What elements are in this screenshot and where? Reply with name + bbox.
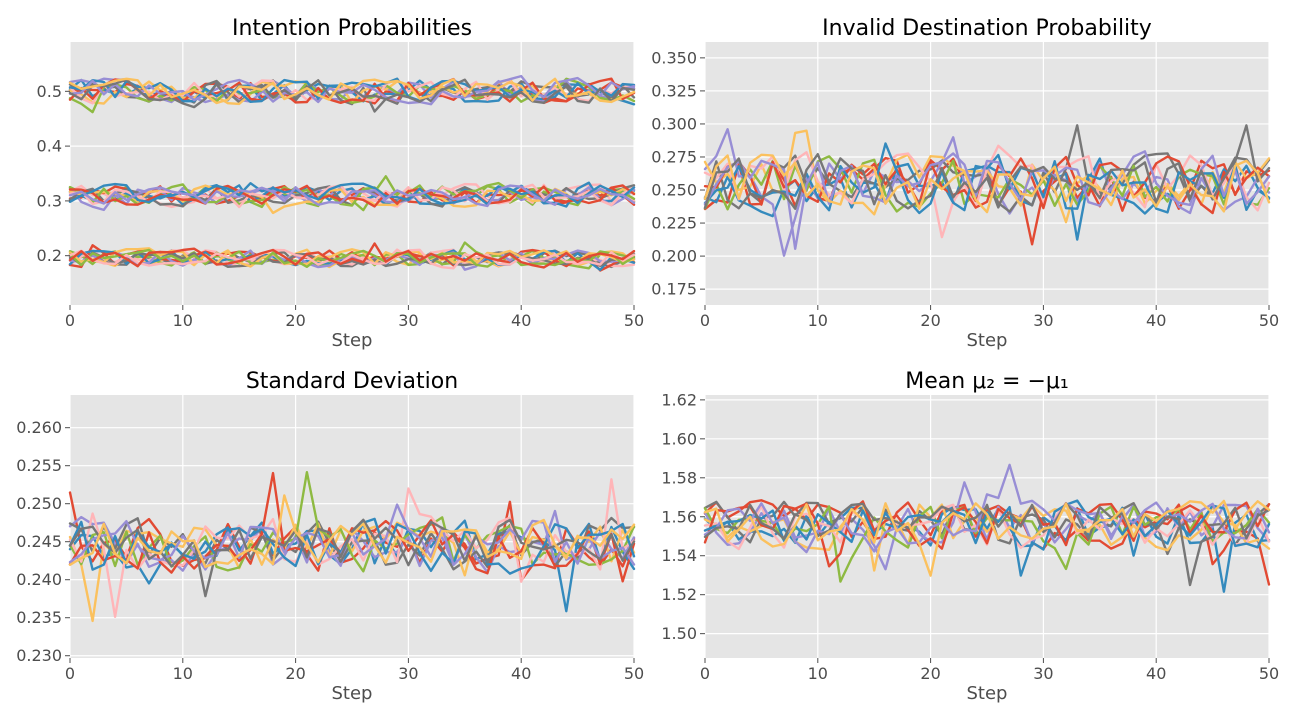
x-tick-label: 40 [1146, 664, 1166, 683]
y-tick-label: 1.52 [661, 585, 697, 604]
chart-title: Standard Deviation [246, 369, 458, 394]
x-tick-label: 10 [808, 664, 828, 683]
series-line [703, 124, 1271, 213]
y-tick-label: 0.240 [16, 570, 62, 589]
y-tick-label: 0.245 [16, 532, 62, 551]
series-line [703, 142, 1271, 215]
y-tick-label: 0.235 [16, 608, 62, 627]
series-group [68, 471, 636, 623]
y-tick-label: 0.175 [651, 280, 697, 299]
series-line [68, 518, 636, 598]
series-line [68, 184, 636, 208]
chart-title: Invalid Destination Probability [822, 16, 1152, 41]
y-tick-label: 0.260 [16, 418, 62, 437]
series-line [703, 499, 1271, 577]
series-line [68, 471, 636, 583]
series-line [703, 500, 1271, 556]
y-tick-label: 0.250 [651, 181, 697, 200]
x-tick-label: 30 [398, 311, 418, 330]
series-line [68, 494, 636, 569]
series-line [703, 155, 1271, 215]
y-tick-label: 0.250 [16, 494, 62, 513]
x-tick-label: 40 [511, 311, 531, 330]
x-tick-label: 30 [398, 664, 418, 683]
x-tick-label: 50 [624, 311, 644, 330]
y-tick-label: 0.5 [37, 82, 62, 101]
y-tick-label: 0.2 [37, 246, 62, 265]
y-tick-label: 0.200 [651, 247, 697, 266]
y-tick-label: 0.225 [651, 214, 697, 233]
plot-area [70, 395, 634, 658]
y-tick-label: 0.230 [16, 646, 62, 665]
x-axis-label: Step [967, 330, 1008, 351]
x-tick-label: 10 [808, 311, 828, 330]
x-tick-label: 0 [65, 664, 75, 683]
x-tick-label: 0 [700, 664, 710, 683]
series-line [68, 77, 636, 105]
series-line [68, 247, 636, 268]
y-tick-label: 0.255 [16, 456, 62, 475]
x-tick-label: 10 [173, 311, 193, 330]
series-line [68, 478, 636, 618]
x-tick-label: 0 [65, 311, 75, 330]
series-line [703, 127, 1271, 257]
y-tick-label: 0.325 [651, 81, 697, 100]
series-line [68, 248, 636, 270]
subplot-intention-probabilities: Intention Probabilities Step 0 10 20 30 40 50… [37, 16, 645, 351]
y-tick-label: 1.56 [661, 507, 697, 526]
series-group [68, 74, 636, 272]
x-tick-label: 20 [920, 664, 940, 683]
y-tick-label: 0.300 [651, 114, 697, 133]
x-tick-label: 20 [920, 311, 940, 330]
x-tick-label: 10 [173, 664, 193, 683]
x-tick-label: 20 [285, 664, 305, 683]
y-tick-label: 0.3 [37, 191, 62, 210]
series-line [68, 74, 636, 106]
subplot-standard-deviation: Standard Deviation Step 0 10 20 30 40 50 0.230… [16, 369, 644, 704]
series-group [703, 463, 1271, 593]
x-tick-label: 30 [1033, 664, 1053, 683]
series-line [703, 463, 1271, 554]
x-axis-label: Step [967, 683, 1008, 704]
y-tick-label: 1.50 [661, 624, 697, 643]
series-line [703, 499, 1271, 577]
y-tick-label: 1.62 [661, 390, 697, 409]
x-tick-label: 40 [1146, 311, 1166, 330]
subplot-invalid-destination-probability: Invalid Destination Probability Step 0 10… [651, 16, 1279, 351]
chart-title: Mean μ₂ = −μ₁ [905, 369, 1068, 394]
y-tick-label: 0.4 [37, 137, 62, 156]
y-tick-label: 1.58 [661, 468, 697, 487]
y-tick-label: 0.275 [651, 147, 697, 166]
chart-title: Intention Probabilities [232, 16, 472, 41]
x-tick-label: 30 [1033, 311, 1053, 330]
x-tick-label: 0 [700, 311, 710, 330]
x-tick-label: 50 [1259, 311, 1279, 330]
series-line [703, 124, 1271, 211]
series-group [703, 124, 1271, 257]
x-axis-label: Step [332, 330, 373, 351]
series-line [703, 150, 1271, 251]
x-axis-label: Step [332, 683, 373, 704]
y-tick-label: 1.54 [661, 546, 697, 565]
y-tick-label: 1.60 [661, 429, 697, 448]
y-tick-label: 0.350 [651, 48, 697, 67]
x-tick-label: 50 [1259, 664, 1279, 683]
series-line [703, 505, 1271, 593]
x-tick-label: 40 [511, 664, 531, 683]
series-line [68, 242, 636, 269]
series-line [703, 153, 1271, 214]
subplot-mean-mu: Mean μ₂ = −μ₁ Step 0 10 20 30 40 50 1.50 1.52 1.… [661, 369, 1279, 704]
x-tick-label: 50 [624, 664, 644, 683]
x-tick-label: 20 [285, 311, 305, 330]
